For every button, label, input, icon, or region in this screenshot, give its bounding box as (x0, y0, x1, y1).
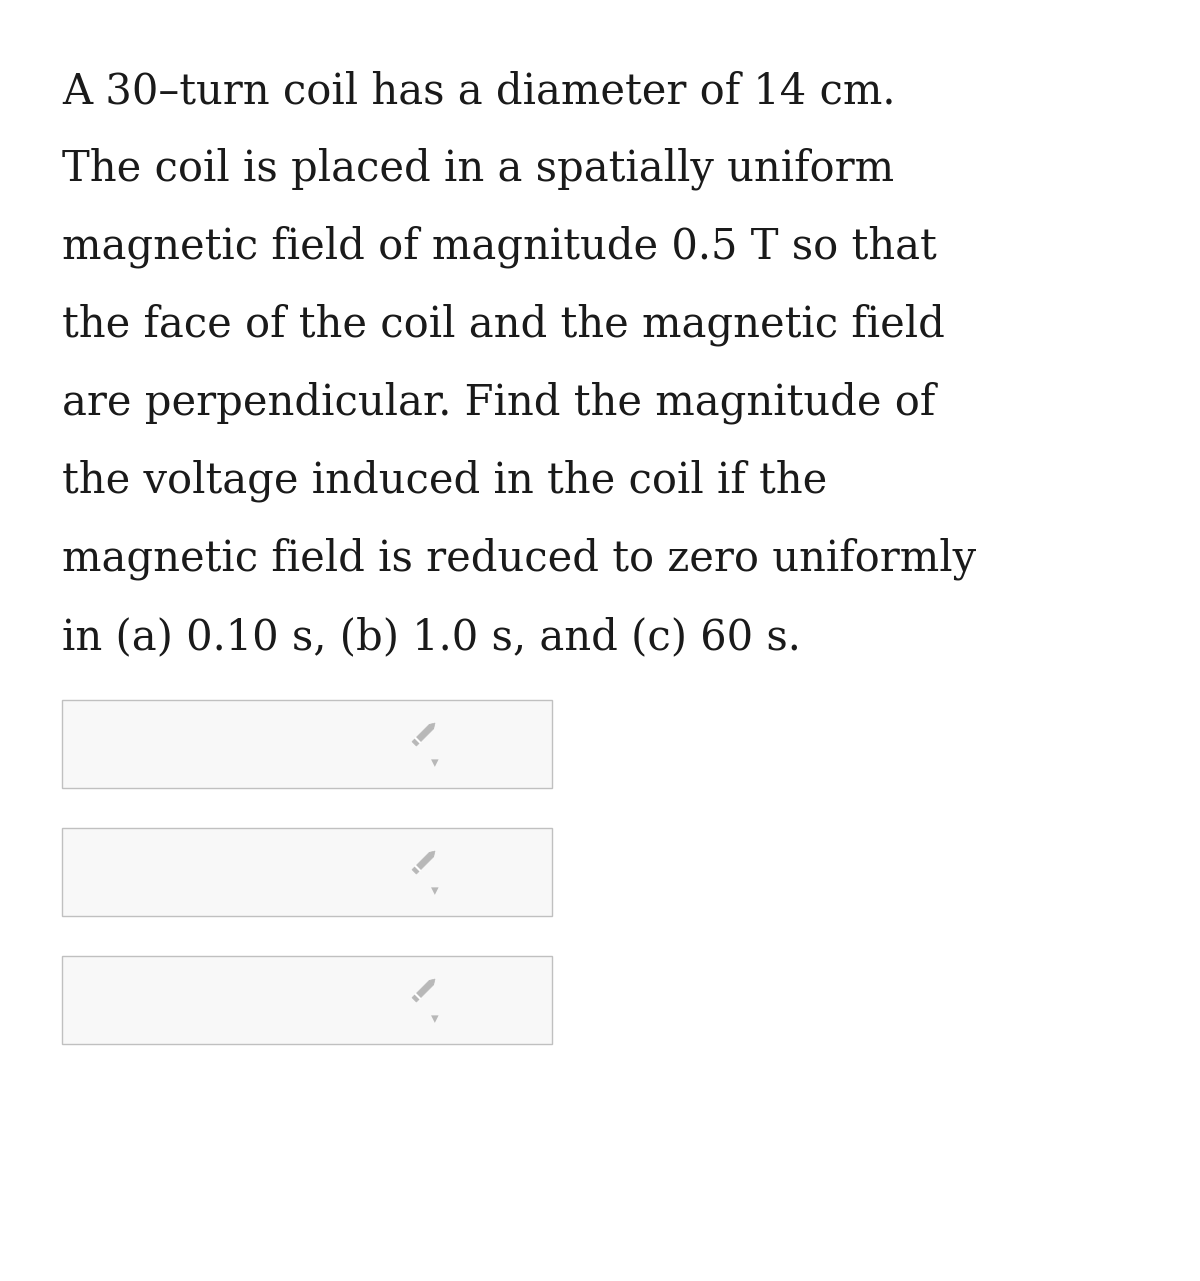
Bar (62, 699, 552, 788)
Text: ▾: ▾ (431, 756, 438, 770)
Polygon shape (414, 980, 433, 999)
Text: the face of the coil and the magnetic field: the face of the coil and the magnetic fi… (62, 304, 944, 346)
Polygon shape (412, 739, 419, 746)
Text: are perpendicular. Find the magnitude of: are perpendicular. Find the magnitude of (62, 382, 935, 424)
Polygon shape (412, 995, 419, 1002)
Polygon shape (430, 851, 434, 857)
Text: ▾: ▾ (431, 884, 438, 898)
Polygon shape (430, 722, 434, 729)
Text: A 30–turn coil has a diameter of 14 cm.: A 30–turn coil has a diameter of 14 cm. (62, 70, 895, 111)
Text: ▾: ▾ (431, 1012, 438, 1026)
Text: magnetic field of magnitude 0.5 T so that: magnetic field of magnitude 0.5 T so tha… (62, 225, 937, 268)
Text: magnetic field is reduced to zero uniformly: magnetic field is reduced to zero unifor… (62, 538, 976, 580)
Polygon shape (414, 725, 433, 744)
Bar (62, 956, 552, 1044)
Text: in (a) 0.10 s, (b) 1.0 s, and (c) 60 s.: in (a) 0.10 s, (b) 1.0 s, and (c) 60 s. (62, 616, 800, 658)
Text: the voltage induced in the coil if the: the voltage induced in the coil if the (62, 460, 827, 502)
Polygon shape (430, 979, 434, 985)
Polygon shape (414, 852, 433, 871)
Bar (62, 828, 552, 916)
Text: The coil is placed in a spatially uniform: The coil is placed in a spatially unifor… (62, 147, 894, 191)
Polygon shape (412, 867, 419, 874)
